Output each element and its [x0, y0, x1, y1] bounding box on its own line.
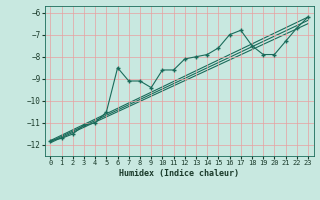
X-axis label: Humidex (Indice chaleur): Humidex (Indice chaleur) — [119, 169, 239, 178]
